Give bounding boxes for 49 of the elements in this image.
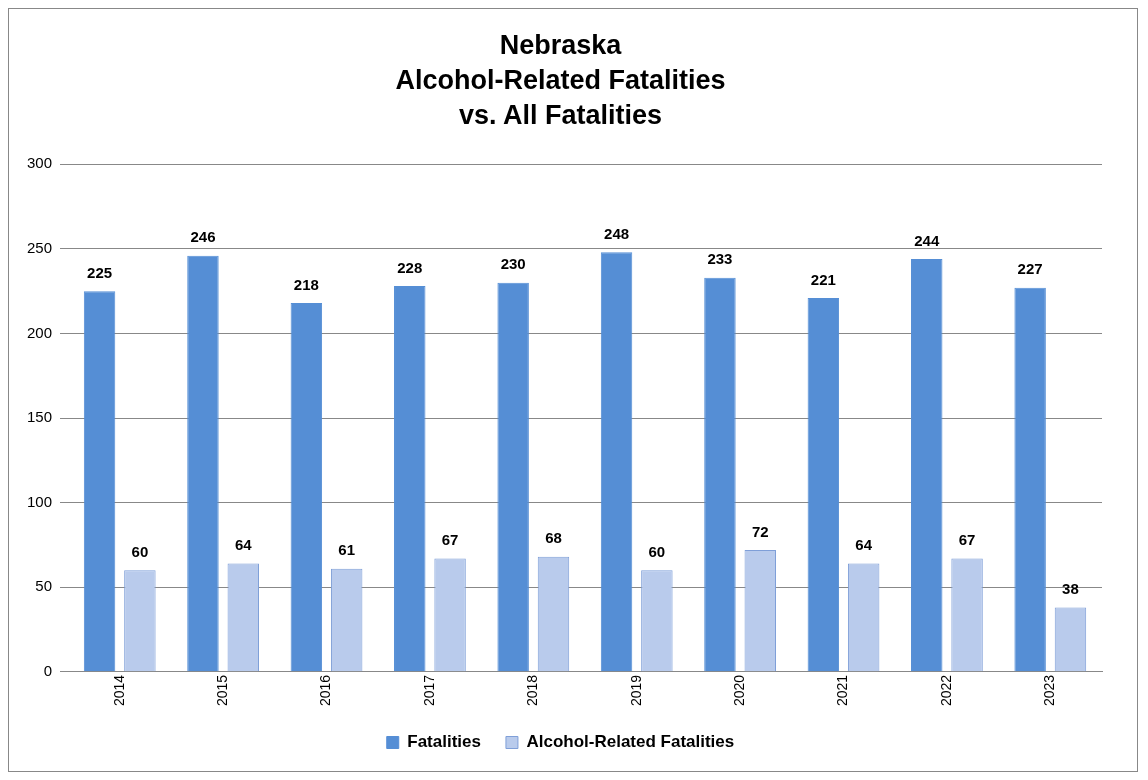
bar: [704, 277, 736, 672]
y-tick-label: 250: [27, 239, 53, 257]
x-tick-label: 2016: [317, 674, 334, 707]
data-label: 67: [441, 531, 459, 549]
x-tick-label: 2019: [627, 674, 644, 707]
x-tick-label: 2017: [420, 674, 437, 707]
y-tick-label: 300: [27, 154, 53, 172]
data-label: 230: [500, 255, 526, 273]
bar: [807, 297, 840, 672]
data-label: 233: [707, 250, 733, 268]
x-tick-label: 2021: [834, 674, 851, 707]
data-label: 38: [1062, 580, 1079, 598]
y-tick-label: 150: [27, 408, 53, 426]
data-label: 228: [397, 258, 423, 276]
bar: [1014, 287, 1046, 672]
chart-title: Nebraska Alcohol-Related Fatalities vs. All Fatalities: [395, 30, 726, 131]
data-label: 227: [1017, 260, 1043, 278]
data-label: 246: [190, 228, 216, 246]
x-tick-label: 2022: [937, 674, 954, 707]
x-tick-label: 2014: [110, 674, 127, 707]
data-label: 60: [648, 542, 666, 560]
y-tick-label: 200: [27, 323, 53, 341]
data-label: 244: [914, 231, 940, 249]
data-label: 68: [545, 529, 562, 547]
data-label: 218: [293, 275, 319, 293]
data-label: 64: [855, 536, 873, 554]
bar: [290, 303, 323, 672]
data-label: 221: [810, 270, 836, 288]
data-label: 72: [751, 522, 769, 540]
x-tick-label: 2018: [524, 674, 541, 707]
bar: [394, 286, 426, 672]
legend-label: Alcohol-Related Fatalities: [526, 732, 735, 752]
x-tick-label: 2023: [1041, 674, 1058, 707]
data-label: 61: [338, 541, 356, 559]
legend-label: Fatalities: [407, 732, 481, 752]
data-label: 225: [87, 263, 113, 281]
bar: [83, 291, 116, 672]
x-tick-label: 2020: [730, 674, 747, 707]
y-tick-label: 100: [27, 492, 53, 510]
y-tick-label: 50: [35, 577, 53, 595]
y-tick-label: 0: [43, 662, 53, 679]
data-label: 60: [131, 542, 149, 560]
bar: [600, 252, 633, 672]
data-label: 64: [234, 536, 253, 554]
bar: [911, 259, 943, 672]
bar: [497, 282, 529, 672]
data-label: 67: [958, 531, 976, 549]
data-label: 248: [604, 224, 630, 242]
x-tick-label: 2015: [213, 674, 230, 707]
